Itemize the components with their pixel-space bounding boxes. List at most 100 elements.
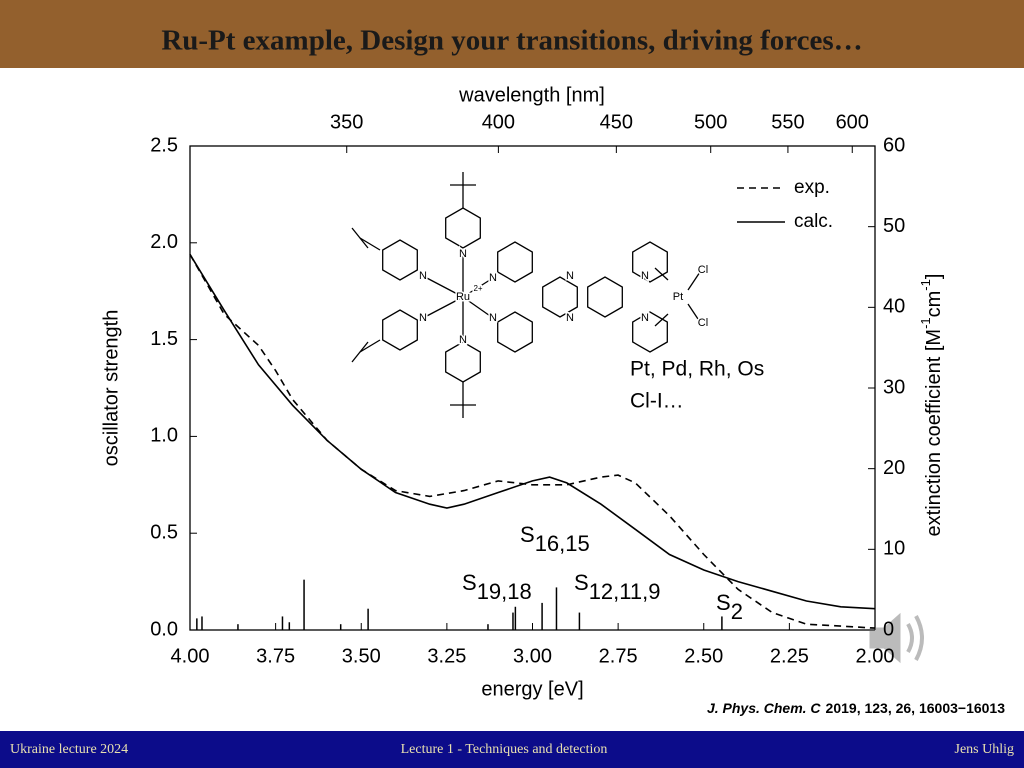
y2-tick-label: 20 xyxy=(883,457,905,479)
ring xyxy=(445,207,481,249)
x-tick-label: 2.00 xyxy=(856,645,895,667)
state-symbol: S xyxy=(520,522,535,547)
y-tick-label: 1.5 xyxy=(150,328,178,350)
bond xyxy=(462,277,494,298)
citation: J. Phys. Chem. C 2019, 123, 26, 16003−160… xyxy=(707,700,1005,716)
atom-label: N xyxy=(641,312,649,324)
ring xyxy=(632,241,668,283)
state-subscript: 12,11,9 xyxy=(589,579,661,604)
x2-tick-label: 400 xyxy=(482,111,515,133)
x2-tick-label: 600 xyxy=(836,111,869,133)
state-annotation: S2 xyxy=(716,590,743,624)
footer-left: Ukraine lecture 2024 xyxy=(10,742,128,757)
ring xyxy=(497,311,533,353)
y2-tick-label: 0 xyxy=(883,618,894,640)
bond xyxy=(462,296,494,319)
superscript: -1 xyxy=(918,317,933,329)
x2-tick-label: 550 xyxy=(771,111,804,133)
bond xyxy=(422,275,464,298)
label-part: cm xyxy=(923,291,945,318)
atom-label: Cl xyxy=(698,317,708,329)
citation-rest: 2019, 123, 26, 16003−16013 xyxy=(826,700,1006,716)
series-line xyxy=(189,253,876,610)
label-part: extinction coefficient [M xyxy=(923,329,945,537)
footer-center: Lecture 1 - Techniques and detection xyxy=(401,742,608,757)
x-tick-label: 3.25 xyxy=(427,645,466,667)
atom-label: N xyxy=(566,270,574,282)
footer-right: Jens Uhlig xyxy=(955,742,1015,757)
bond xyxy=(687,271,701,291)
atom-label: N xyxy=(489,272,497,284)
footer-band xyxy=(0,731,1024,768)
bond xyxy=(351,341,369,363)
atom-label: N xyxy=(489,312,497,324)
ring xyxy=(497,241,533,283)
x-axis-label: energy [eV] xyxy=(481,678,583,700)
speaker-icon xyxy=(869,612,924,664)
state-annotation: S19,18 xyxy=(462,570,532,604)
x-tick-label: 2.50 xyxy=(684,645,723,667)
bond xyxy=(359,339,381,353)
state-symbol: S xyxy=(574,570,589,595)
ring xyxy=(542,276,578,318)
atom-label: N xyxy=(566,312,574,324)
atom-label: 2+ xyxy=(473,284,482,293)
x-tick-label: 2.75 xyxy=(599,645,638,667)
bond xyxy=(654,313,669,327)
x-tick-label: 3.00 xyxy=(513,645,552,667)
y-tick-label: 0.0 xyxy=(150,618,178,640)
header-band xyxy=(0,0,1024,68)
y-axis-label: oscillator strength xyxy=(100,310,122,467)
x-tick-label: 2.25 xyxy=(770,645,809,667)
x2-tick-label: 350 xyxy=(330,111,363,133)
atom-label: N xyxy=(419,270,427,282)
x-tick-label: 3.50 xyxy=(342,645,381,667)
bond xyxy=(422,296,464,319)
atom-label: N xyxy=(419,312,427,324)
ring xyxy=(382,309,418,351)
state-subscript: 2 xyxy=(731,599,743,624)
slide-title: Ru-Pt example, Design your transitions, … xyxy=(161,25,862,57)
state-symbol: S xyxy=(462,570,477,595)
ring xyxy=(632,311,668,353)
y2-tick-label: 10 xyxy=(883,538,905,560)
bond xyxy=(351,227,369,249)
state-subscript: 19,18 xyxy=(477,579,532,604)
plot-frame xyxy=(189,145,876,631)
y2-tick-label: 60 xyxy=(883,134,905,156)
bond xyxy=(359,237,381,251)
series-line xyxy=(189,254,876,629)
state-symbol: S xyxy=(716,590,731,615)
state-annotation: S16,15 xyxy=(520,522,590,556)
x-tick-label: 4.00 xyxy=(171,645,210,667)
legend-label: calc. xyxy=(794,211,833,232)
y2-tick-label: 40 xyxy=(883,296,905,318)
y2-tick-label: 50 xyxy=(883,215,905,237)
y2-axis-label: extinction coefficient [M-1cm-1] xyxy=(918,274,945,537)
x2-tick-label: 500 xyxy=(694,111,727,133)
state-annotation: S12,11,9 xyxy=(574,570,660,604)
state-subscript: 16,15 xyxy=(535,531,590,556)
citation-journal: J. Phys. Chem. C xyxy=(707,700,821,716)
ring xyxy=(382,239,418,281)
y2-tick-label: 30 xyxy=(883,376,905,398)
atom-label: Ru xyxy=(456,291,470,303)
note: Pt, Pd, Rh, Os xyxy=(630,358,764,381)
y-tick-label: 2.0 xyxy=(150,231,178,253)
atom-label: N xyxy=(641,270,649,282)
y-tick-label: 2.5 xyxy=(150,134,178,156)
x2-tick-label: 450 xyxy=(600,111,633,133)
y-tick-label: 1.0 xyxy=(150,425,178,447)
x2-axis-label: wavelength [nm] xyxy=(458,84,605,106)
label-part: ] xyxy=(923,274,945,280)
note: Cl-I… xyxy=(630,390,684,413)
ring xyxy=(587,276,623,318)
atom-label: Pt xyxy=(673,291,683,303)
bond xyxy=(654,267,669,281)
bond xyxy=(687,303,701,323)
atom-label: N xyxy=(459,334,467,346)
y-tick-label: 0.5 xyxy=(150,521,178,543)
legend-label: exp. xyxy=(794,177,830,198)
